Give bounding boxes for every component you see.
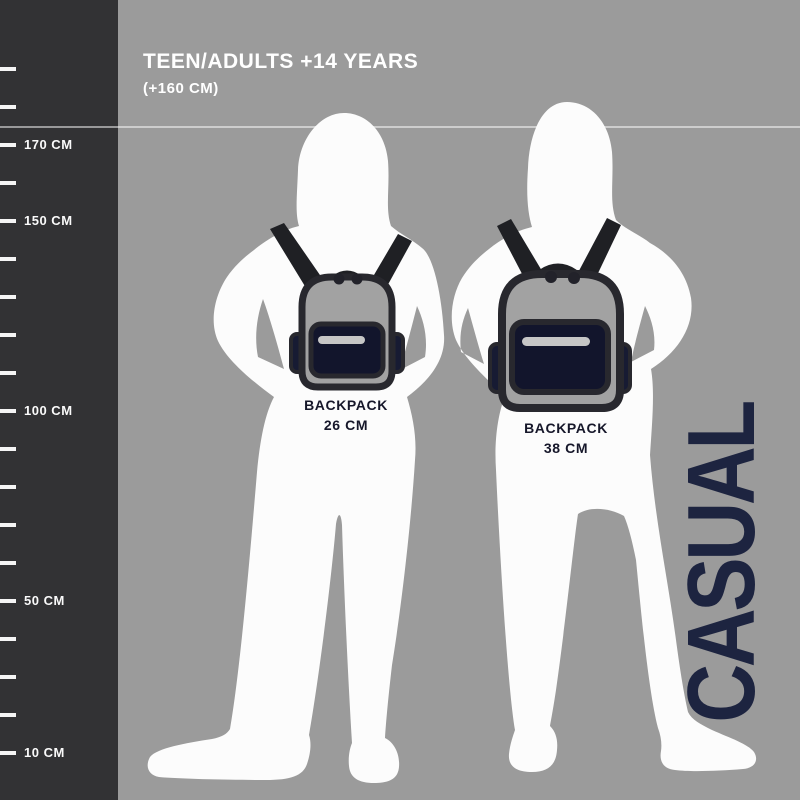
header: TEEN/ADULTS +14 YEARS (+160 CM) <box>143 50 418 97</box>
ruler-tick <box>0 181 16 185</box>
backpack-26cm <box>270 223 412 391</box>
ruler-tick-label: 10 CM <box>24 745 65 760</box>
ruler-tick <box>0 257 16 261</box>
backpack-38-front-pocket <box>509 319 611 395</box>
backpack-38cm <box>488 218 632 412</box>
backpack-26-label: BACKPACK 26 CM <box>304 397 388 433</box>
ruler-tick <box>0 105 16 109</box>
ruler-tick <box>0 409 16 413</box>
ruler-tick <box>0 599 16 603</box>
backpack-26-label-size: 26 CM <box>323 417 369 433</box>
backpack-38-strap-anchor-left <box>545 271 557 283</box>
height-limit-line <box>0 126 800 128</box>
backpack-26-strap-anchor-right <box>351 273 363 285</box>
ruler-tick <box>0 67 16 71</box>
ruler-tick <box>0 447 16 451</box>
backpack-26-strap-anchor-left <box>333 273 345 285</box>
ruler-tick <box>0 143 16 147</box>
ruler-tick <box>0 675 16 679</box>
ruler-tick-label: 100 CM <box>24 403 73 418</box>
ruler-tick-label: 150 CM <box>24 213 73 228</box>
backpack-38-label: BACKPACK 38 CM <box>524 420 608 456</box>
backpack-26-front-pocket <box>308 321 386 379</box>
backpack-38-zipper <box>522 337 590 346</box>
backpack-38-strap-anchor-right <box>568 272 580 284</box>
ruler-tick <box>0 751 16 755</box>
age-group-title: TEEN/ADULTS +14 YEARS <box>143 50 419 73</box>
ruler-tick-label: 50 CM <box>24 593 65 608</box>
ruler-tick <box>0 219 16 223</box>
ruler-tick <box>0 333 16 337</box>
teen-silhouette <box>147 113 445 783</box>
height-range-subtitle: (+160 CM) <box>143 80 219 97</box>
ruler-tick <box>0 561 16 565</box>
backpack-38-label-size: 38 CM <box>543 440 589 456</box>
ruler-tick <box>0 637 16 641</box>
height-ruler: 170 CM 150 CM 100 CM 50 CM 10 CM <box>0 0 118 800</box>
ruler-tick <box>0 371 16 375</box>
backpack-26-label-name: BACKPACK <box>304 397 388 413</box>
backpack-38-label-name: BACKPACK <box>524 420 608 436</box>
ruler-tick <box>0 713 16 717</box>
ruler-tick <box>0 295 16 299</box>
ruler-tick <box>0 523 16 527</box>
ruler-tick-label: 170 CM <box>24 137 73 152</box>
backpack-26-zipper <box>318 336 365 344</box>
ruler-tick <box>0 485 16 489</box>
